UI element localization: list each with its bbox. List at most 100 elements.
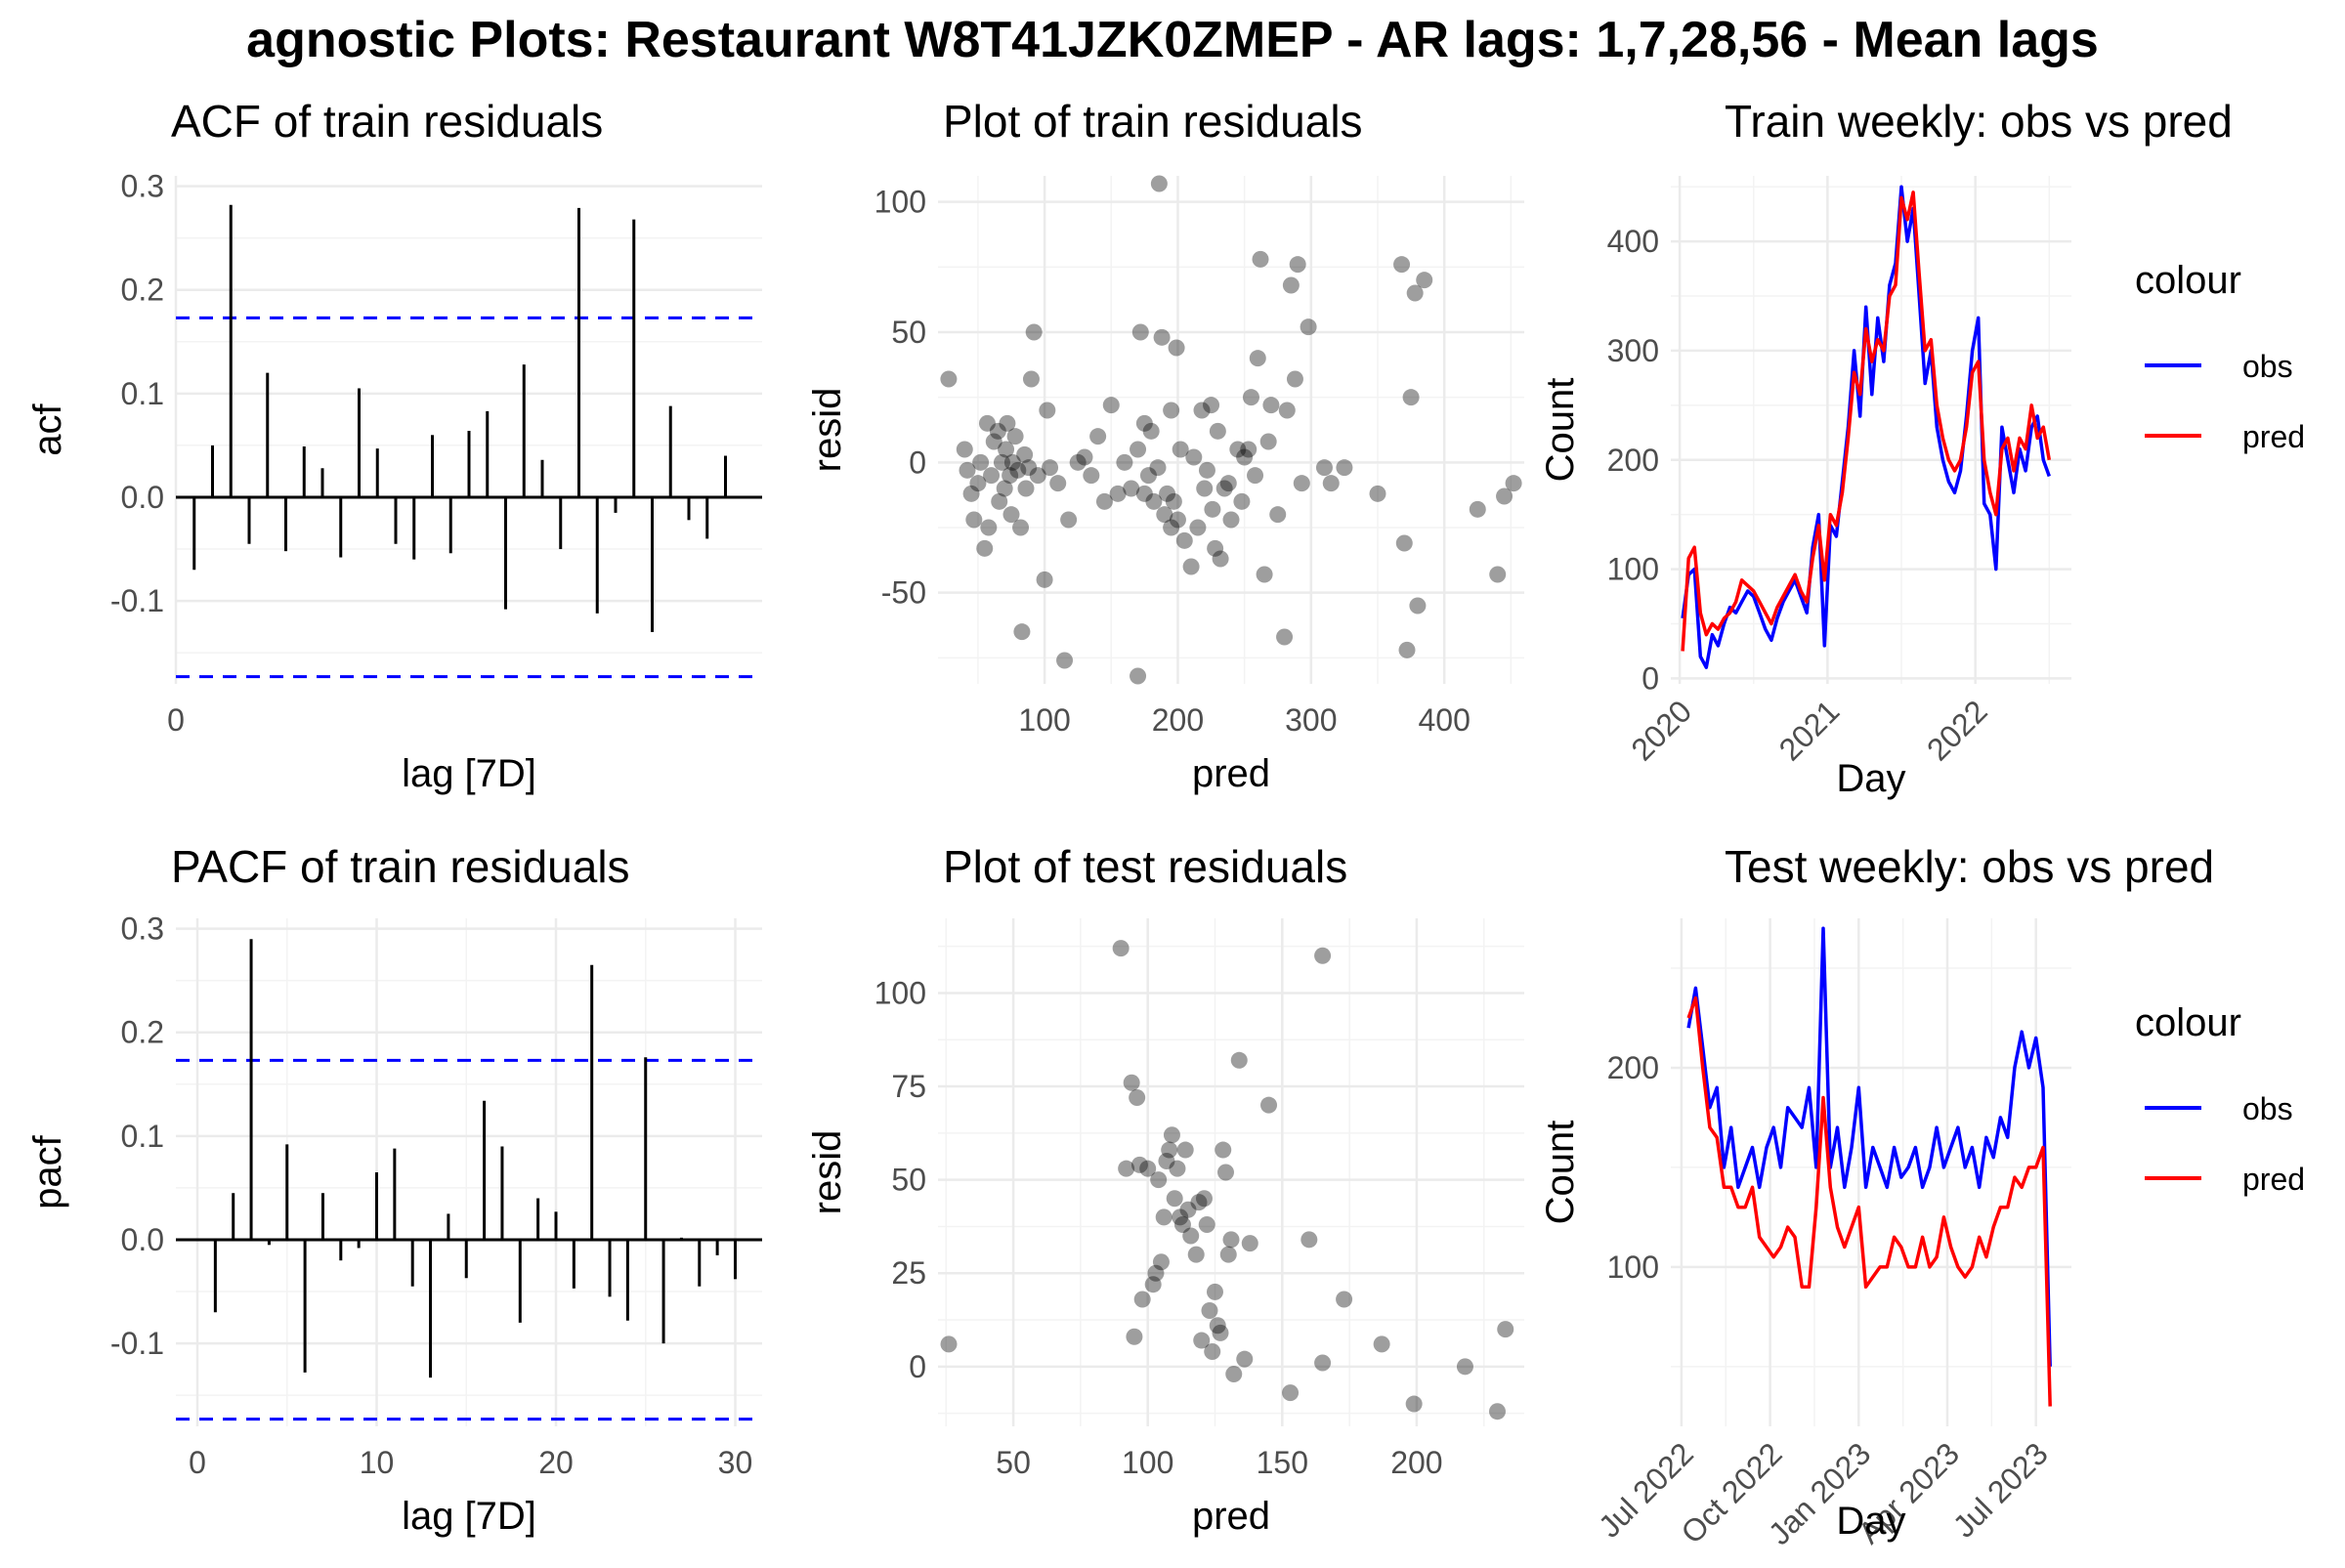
x-tick-label: 0 <box>167 702 185 738</box>
y-tick-label: 25 <box>891 1255 926 1291</box>
residual-point <box>1172 1208 1189 1226</box>
y-tick-label: 100 <box>1607 1250 1659 1285</box>
residual-point <box>1405 1395 1423 1413</box>
y-axis-label: Count <box>1539 1121 1582 1225</box>
residual-point <box>1163 402 1180 419</box>
residual-point <box>1282 276 1300 294</box>
legend-title: colour <box>2135 259 2241 302</box>
residual-point <box>1198 1216 1215 1234</box>
residual-point <box>1193 402 1211 419</box>
residual-point <box>1036 571 1053 588</box>
resid_train-panel: Plot of train residuals -50 0 50 100 100 200 30… <box>806 96 1524 795</box>
residual-point <box>983 467 1001 485</box>
residual-point <box>972 453 990 471</box>
residual-point <box>965 511 983 529</box>
residual-point <box>1169 1160 1186 1177</box>
resid_train-title: Plot of train residuals <box>943 96 1363 147</box>
x-tick-label: 400 <box>1418 702 1470 738</box>
residual-point <box>1135 485 1153 502</box>
legend-label-pred: pred <box>2242 419 2305 454</box>
y-tick-label: 200 <box>1607 1050 1659 1085</box>
residual-point <box>1496 487 1514 505</box>
y-tick-label: -0.1 <box>110 583 164 618</box>
residual-point <box>1497 1321 1514 1338</box>
residual-point <box>1209 422 1226 440</box>
residual-point <box>1152 1253 1170 1271</box>
residual-point <box>1149 459 1167 477</box>
residual-point <box>1159 485 1176 502</box>
y-tick-label: 400 <box>1607 224 1659 259</box>
residual-point <box>1009 461 1027 479</box>
residual-point <box>1204 1343 1221 1361</box>
y-axis-label: pacf <box>26 1134 69 1208</box>
residual-point <box>1373 1335 1390 1353</box>
residual-point <box>1123 480 1140 497</box>
residual-point <box>1252 250 1269 268</box>
residual-point <box>1150 1171 1168 1189</box>
residual-point <box>1225 1365 1243 1382</box>
y-tick-label: 100 <box>1607 552 1659 587</box>
y-tick-label: 0.1 <box>121 1119 164 1154</box>
residual-point <box>1233 492 1251 510</box>
residual-point <box>1129 1089 1146 1107</box>
residual-point <box>1166 1190 1183 1208</box>
x-tick-label: 30 <box>718 1445 753 1480</box>
y-tick-label: 50 <box>891 315 926 350</box>
residual-point <box>1416 272 1433 289</box>
residual-point <box>1278 402 1296 419</box>
residual-point <box>1456 1358 1473 1376</box>
residual-point <box>1161 1141 1178 1159</box>
residual-point <box>1139 467 1157 485</box>
y-tick-label: 0.1 <box>121 376 164 411</box>
residual-point <box>940 370 958 388</box>
residual-point <box>1249 350 1266 367</box>
y-tick-label: 0.0 <box>121 480 164 515</box>
residual-point <box>1322 475 1340 492</box>
residual-point <box>1402 389 1420 406</box>
residual-point <box>978 414 996 432</box>
y-tick-label: 50 <box>891 1163 926 1198</box>
x-axis-label: Day <box>1836 757 1905 800</box>
residual-point <box>1196 480 1214 497</box>
residual-point <box>1286 370 1303 388</box>
y-tick-label: -50 <box>881 575 926 611</box>
x-axis-label: pred <box>1192 752 1270 795</box>
acf_train-title: ACF of train residuals <box>171 96 603 147</box>
residual-point <box>1222 1231 1240 1249</box>
residual-point <box>1175 531 1193 549</box>
residual-point <box>1505 475 1522 492</box>
residual-point <box>1260 1096 1278 1114</box>
residual-point <box>1314 947 1332 964</box>
residual-point <box>1163 519 1180 536</box>
residual-point <box>1190 1194 1208 1211</box>
residual-point <box>1002 506 1020 524</box>
residual-point <box>1282 1384 1300 1402</box>
residual-point <box>1112 940 1130 957</box>
residual-point <box>1042 459 1059 477</box>
residual-point <box>1209 1317 1226 1335</box>
residual-point <box>1109 485 1127 502</box>
residual-point <box>1016 445 1034 463</box>
residual-point <box>1182 558 1200 575</box>
residual-point <box>1173 1216 1191 1234</box>
residual-point <box>1089 428 1107 445</box>
residual-point <box>1126 1328 1143 1345</box>
residual-point <box>1198 461 1215 479</box>
series-line-pred <box>1686 996 2052 1407</box>
residual-point <box>1002 467 1019 485</box>
x-tick-label: 50 <box>996 1445 1031 1480</box>
residual-point <box>1187 1246 1205 1263</box>
residual-point <box>1003 453 1021 471</box>
residual-point <box>1247 467 1264 485</box>
residual-point <box>1406 284 1424 302</box>
series-line-pred <box>1681 191 2052 652</box>
residual-point <box>1219 475 1237 492</box>
residual-point <box>989 422 1006 440</box>
resid_test-title: Plot of test residuals <box>943 841 1347 892</box>
residual-point <box>1215 1141 1232 1159</box>
residual-point <box>1289 256 1306 274</box>
residual-point <box>1489 566 1507 583</box>
residual-point <box>1259 433 1277 450</box>
residual-point <box>1469 500 1486 518</box>
